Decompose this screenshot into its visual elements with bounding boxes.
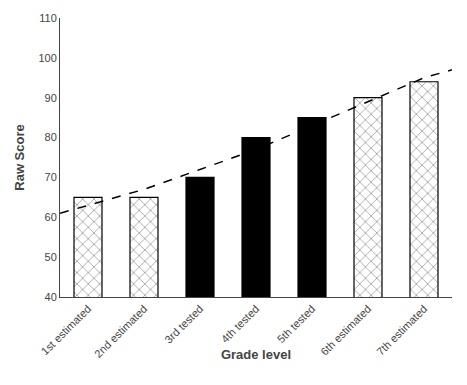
svg-text:3rd tested: 3rd tested [162, 303, 205, 346]
svg-text:60: 60 [45, 211, 57, 223]
svg-text:100: 100 [38, 52, 56, 64]
svg-text:5th tested: 5th tested [275, 303, 318, 346]
svg-text:50: 50 [45, 251, 57, 263]
svg-text:Grade level: Grade level [221, 347, 291, 362]
svg-text:2nd estimated: 2nd estimated [92, 303, 149, 360]
svg-text:70: 70 [45, 171, 57, 183]
svg-text:4th tested: 4th tested [219, 303, 262, 346]
svg-text:Raw Score: Raw Score [12, 124, 27, 190]
svg-text:6th estimated: 6th estimated [318, 303, 373, 358]
svg-text:90: 90 [45, 92, 57, 104]
svg-text:110: 110 [39, 12, 57, 24]
svg-text:7th estimated: 7th estimated [374, 303, 429, 358]
svg-text:80: 80 [45, 131, 57, 143]
svg-text:40: 40 [45, 291, 57, 303]
svg-text:1st estimated: 1st estimated [39, 303, 94, 358]
